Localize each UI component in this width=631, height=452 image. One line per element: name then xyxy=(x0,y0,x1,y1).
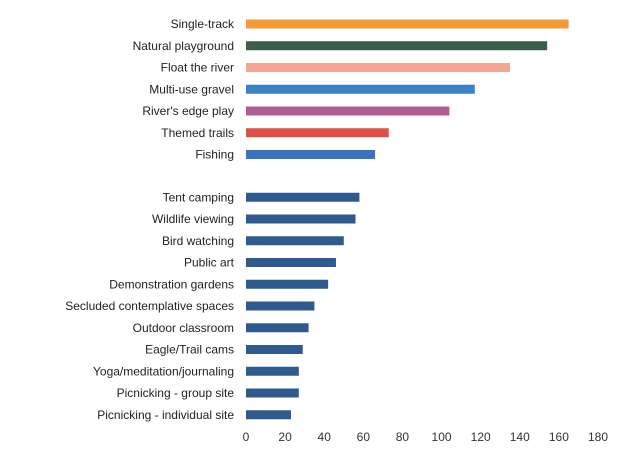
x-tick-label: 40 xyxy=(318,430,332,444)
bar-natural-playground xyxy=(246,41,548,51)
bar-public-art xyxy=(246,258,336,267)
category-label-natural-playground: Natural playground xyxy=(133,39,234,53)
category-label-multi-use-gravel: Multi-use gravel xyxy=(149,82,234,96)
category-label-picnicking-group-site: Picnicking - group site xyxy=(117,386,235,400)
bar-yoga-meditation-journaling xyxy=(246,366,299,376)
category-label-fishing: Fishing xyxy=(195,148,234,162)
bar-multi-use-gravel xyxy=(246,84,475,94)
category-label-picnicking-individual-site: Picnicking - individual site xyxy=(97,408,234,422)
x-tick-label: 20 xyxy=(278,430,292,444)
category-label-outdoor-classroom: Outdoor classroom xyxy=(133,321,234,335)
bar-themed-trails xyxy=(246,128,389,138)
x-tick-label: 60 xyxy=(357,430,371,444)
category-label-bird-watching: Bird watching xyxy=(162,234,234,248)
x-tick-label: 160 xyxy=(549,430,569,444)
x-axis-ticks-layer: 0 20 40 60 80 100 120 140 160 180 xyxy=(243,430,609,444)
bar-picnicking-group-site xyxy=(246,388,299,398)
bar-single-track xyxy=(246,19,569,29)
category-labels-layer: Single-track Natural playground Float the … xyxy=(65,17,235,422)
category-label-eagle-trail-cams: Eagle/Trail cams xyxy=(145,343,234,357)
bar-secluded-contemplative-spaces xyxy=(246,301,315,311)
category-label-float-the-river: Float the river xyxy=(161,61,234,75)
x-tick-label: 80 xyxy=(396,430,410,444)
category-label-river-s-edge-play: River's edge play xyxy=(142,104,234,118)
bar-eagle-trail-cams xyxy=(246,345,303,354)
bar-outdoor-classroom xyxy=(246,323,309,333)
bar-wildlife-viewing xyxy=(246,214,356,224)
bar-picnicking-individual-site xyxy=(246,410,291,420)
x-tick-label: 140 xyxy=(510,430,530,444)
bar-fishing xyxy=(246,150,376,159)
x-tick-label: 100 xyxy=(432,430,452,444)
bar-river-s-edge-play xyxy=(246,106,450,116)
bar-demonstration-gardens xyxy=(246,279,329,289)
bar-float-the-river xyxy=(246,63,510,72)
category-label-demonstration-gardens: Demonstration gardens xyxy=(109,277,234,291)
category-label-wildlife-viewing: Wildlife viewing xyxy=(152,212,234,226)
x-tick-label: 0 xyxy=(243,430,250,444)
x-tick-label: 180 xyxy=(588,430,608,444)
x-tick-label: 120 xyxy=(471,430,491,444)
category-label-single-track: Single-track xyxy=(171,17,235,31)
category-label-public-art: Public art xyxy=(184,256,235,270)
category-label-tent-camping: Tent camping xyxy=(163,190,234,204)
bars-layer xyxy=(246,19,569,420)
category-label-yoga-meditation-journaling: Yoga/meditation/journaling xyxy=(93,364,234,378)
category-label-themed-trails: Themed trails xyxy=(161,126,234,140)
category-label-secluded-contemplative-spaces: Secluded contemplative spaces xyxy=(65,299,234,313)
bar-bird-watching xyxy=(246,236,344,246)
bar-tent-camping xyxy=(246,192,360,202)
